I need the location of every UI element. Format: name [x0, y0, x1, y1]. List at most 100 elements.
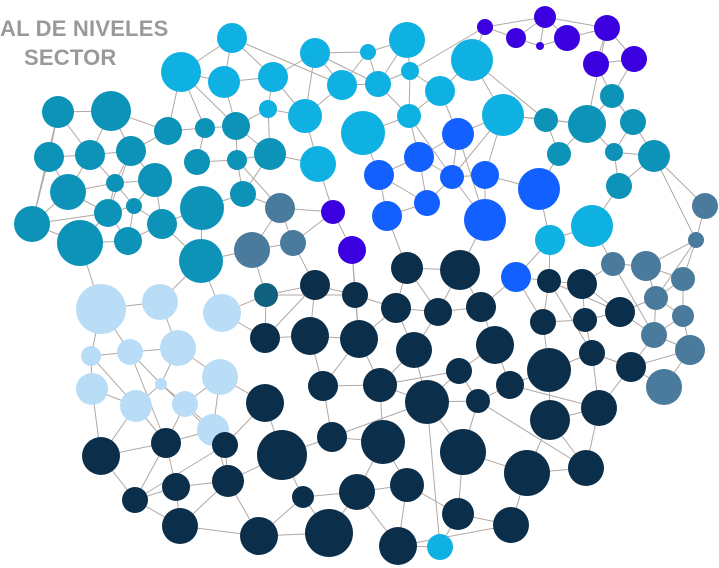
node-pale — [76, 284, 126, 334]
node-navy — [250, 323, 280, 353]
node-navy — [446, 358, 472, 384]
node-slate — [265, 193, 295, 223]
node-navy — [212, 432, 238, 458]
node-layer — [14, 6, 718, 565]
node-navy — [496, 371, 524, 399]
node-navy — [493, 507, 529, 543]
node-sky — [161, 52, 201, 92]
node-slate — [688, 232, 704, 248]
node-navy — [162, 473, 190, 501]
node-slate — [631, 251, 661, 281]
node-dark-teal — [254, 283, 278, 307]
node-teal — [254, 138, 286, 170]
node-sky — [258, 62, 288, 92]
node-violet — [321, 200, 345, 224]
node-pale — [76, 373, 108, 405]
node-teal — [94, 199, 122, 227]
node-navy — [379, 527, 417, 565]
node-teal — [154, 117, 182, 145]
node-slate — [234, 232, 270, 268]
node-slate — [646, 369, 682, 405]
node-violet — [594, 15, 620, 41]
node-pale — [203, 294, 241, 332]
node-slate — [601, 252, 625, 276]
node-navy — [391, 252, 423, 284]
node-sky — [217, 23, 247, 53]
node-teal — [222, 112, 250, 140]
edge — [477, 400, 587, 469]
node-sky — [288, 99, 322, 133]
node-violet — [621, 46, 647, 72]
node-navy — [257, 430, 307, 480]
node-royal — [471, 161, 499, 189]
node-royal — [464, 199, 506, 241]
node-sky — [535, 225, 565, 255]
node-slate — [672, 305, 694, 327]
edge — [397, 524, 512, 547]
node-sky — [300, 146, 336, 182]
node-navy — [339, 474, 375, 510]
node-navy — [340, 320, 378, 358]
node-violet — [506, 28, 526, 48]
node-pale — [202, 359, 238, 395]
node-sky — [397, 104, 421, 128]
node-pale — [81, 346, 101, 366]
node-navy — [246, 384, 284, 422]
node-navy — [442, 498, 474, 530]
edge — [548, 280, 593, 354]
node-navy — [405, 380, 449, 424]
node-royal — [372, 201, 402, 231]
node-sky — [327, 70, 357, 100]
node-navy — [162, 508, 198, 544]
node-sky — [208, 66, 240, 98]
node-navy — [530, 400, 570, 440]
edge — [409, 26, 486, 72]
node-royal — [518, 168, 560, 210]
node-violet — [477, 19, 493, 35]
node-navy — [466, 292, 496, 322]
node-teal — [195, 118, 215, 138]
node-navy — [567, 269, 597, 299]
node-sky — [300, 38, 330, 68]
node-navy — [381, 293, 411, 323]
node-sky — [482, 94, 524, 136]
node-navy — [300, 270, 330, 300]
node-navy — [440, 429, 486, 475]
node-royal — [501, 262, 531, 292]
node-teal — [14, 206, 50, 242]
edge — [426, 401, 441, 548]
node-teal — [180, 186, 224, 230]
node-royal — [440, 165, 464, 189]
node-navy — [476, 326, 514, 364]
node-pale — [155, 378, 167, 390]
node-navy — [396, 332, 432, 368]
node-slate — [671, 267, 695, 291]
node-teal — [75, 140, 105, 170]
node-navy — [504, 450, 550, 496]
node-teal — [534, 108, 558, 132]
node-violet — [583, 51, 609, 77]
node-sky — [360, 44, 376, 60]
node-navy — [291, 317, 329, 355]
node-violet — [338, 236, 366, 264]
node-teal — [50, 174, 86, 210]
node-sky — [401, 62, 419, 80]
node-teal — [116, 136, 146, 166]
node-slate — [641, 322, 667, 348]
node-navy — [240, 517, 278, 555]
node-slate — [675, 335, 705, 365]
node-teal — [568, 105, 606, 143]
node-navy — [527, 348, 571, 392]
edge — [231, 37, 343, 86]
node-navy — [537, 269, 561, 293]
node-pale — [142, 284, 178, 320]
node-teal — [184, 149, 210, 175]
node-navy — [292, 486, 314, 508]
node-teal — [179, 239, 223, 283]
node-navy — [579, 340, 605, 366]
node-slate — [644, 286, 668, 310]
node-navy — [212, 465, 244, 497]
node-sky — [571, 205, 613, 247]
node-teal — [57, 220, 103, 266]
